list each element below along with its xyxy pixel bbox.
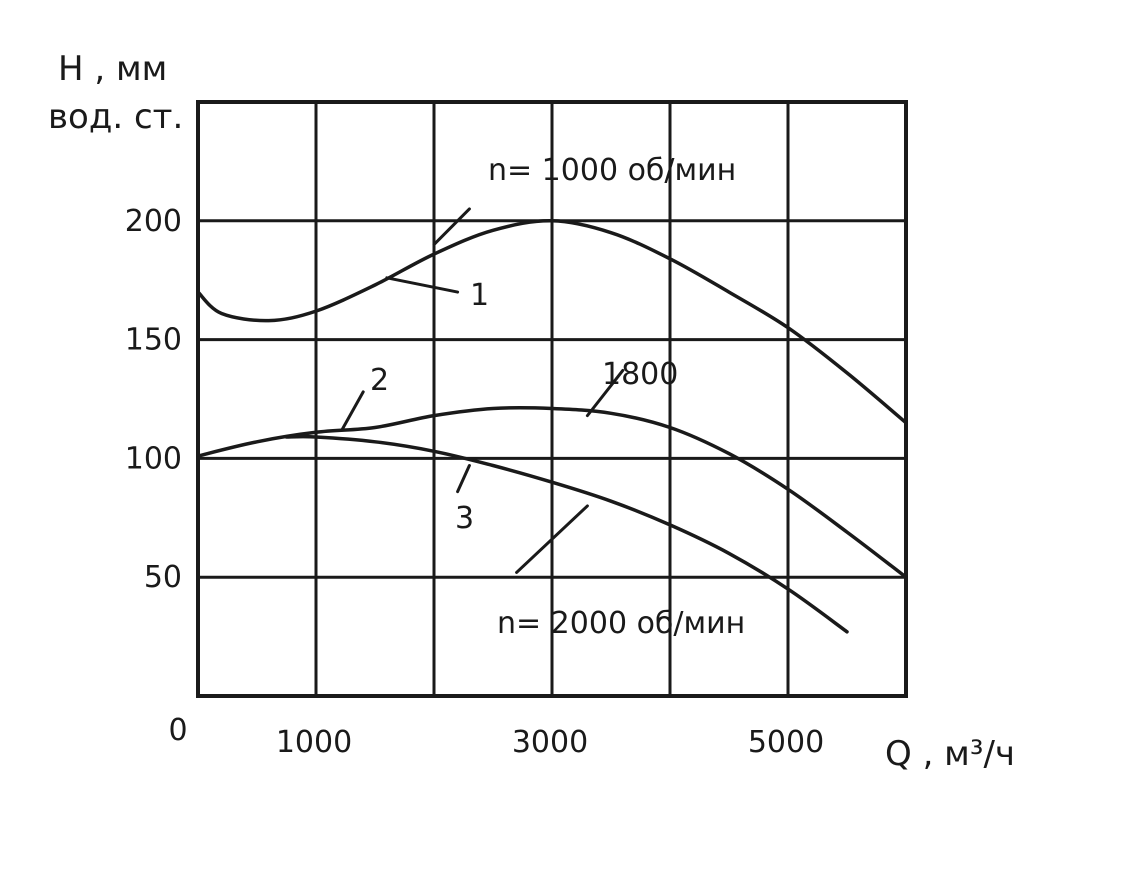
- annotation-n2000: n= 2000 об/мин: [497, 606, 745, 641]
- curve-label-3: 3: [455, 501, 474, 536]
- plot-frame: [196, 100, 908, 698]
- x-tick-label: 0: [168, 713, 187, 748]
- y-axis-label-line1: H , мм: [58, 49, 167, 89]
- series-line-2: [196, 406, 908, 579]
- leader-label-1: [385, 276, 460, 294]
- curve-label-2: 2: [370, 363, 389, 398]
- leader-label-2: [340, 390, 365, 432]
- y-tick-label: 100: [125, 441, 182, 476]
- y-tick-label: 50: [144, 560, 182, 595]
- leader-label-3: [456, 464, 471, 494]
- series-layer: [196, 219, 908, 634]
- series-line-1: [196, 219, 908, 425]
- leader-1800: [585, 368, 625, 418]
- x-tick-label: 5000: [748, 725, 824, 760]
- tick-labels: 0 1000 3000 5000 200 150 100 50: [125, 204, 824, 760]
- y-tick-label: 150: [125, 323, 182, 358]
- series-line-3: [284, 434, 849, 634]
- leader-n1000: [432, 207, 471, 247]
- x-axis-label: Q , м³/ч: [885, 734, 1015, 774]
- annotation-leaders: [340, 207, 625, 574]
- annotation-1800: 1800: [602, 357, 678, 392]
- x-tick-label: 1000: [276, 725, 352, 760]
- y-axis-label-line2: вод. ст.: [48, 97, 183, 137]
- annotation-n1000: n= 1000 об/мин: [488, 153, 736, 188]
- y-tick-label: 200: [125, 204, 182, 239]
- curve-label-1: 1: [470, 278, 489, 313]
- x-tick-label: 3000: [512, 725, 588, 760]
- leader-n2000: [515, 504, 589, 574]
